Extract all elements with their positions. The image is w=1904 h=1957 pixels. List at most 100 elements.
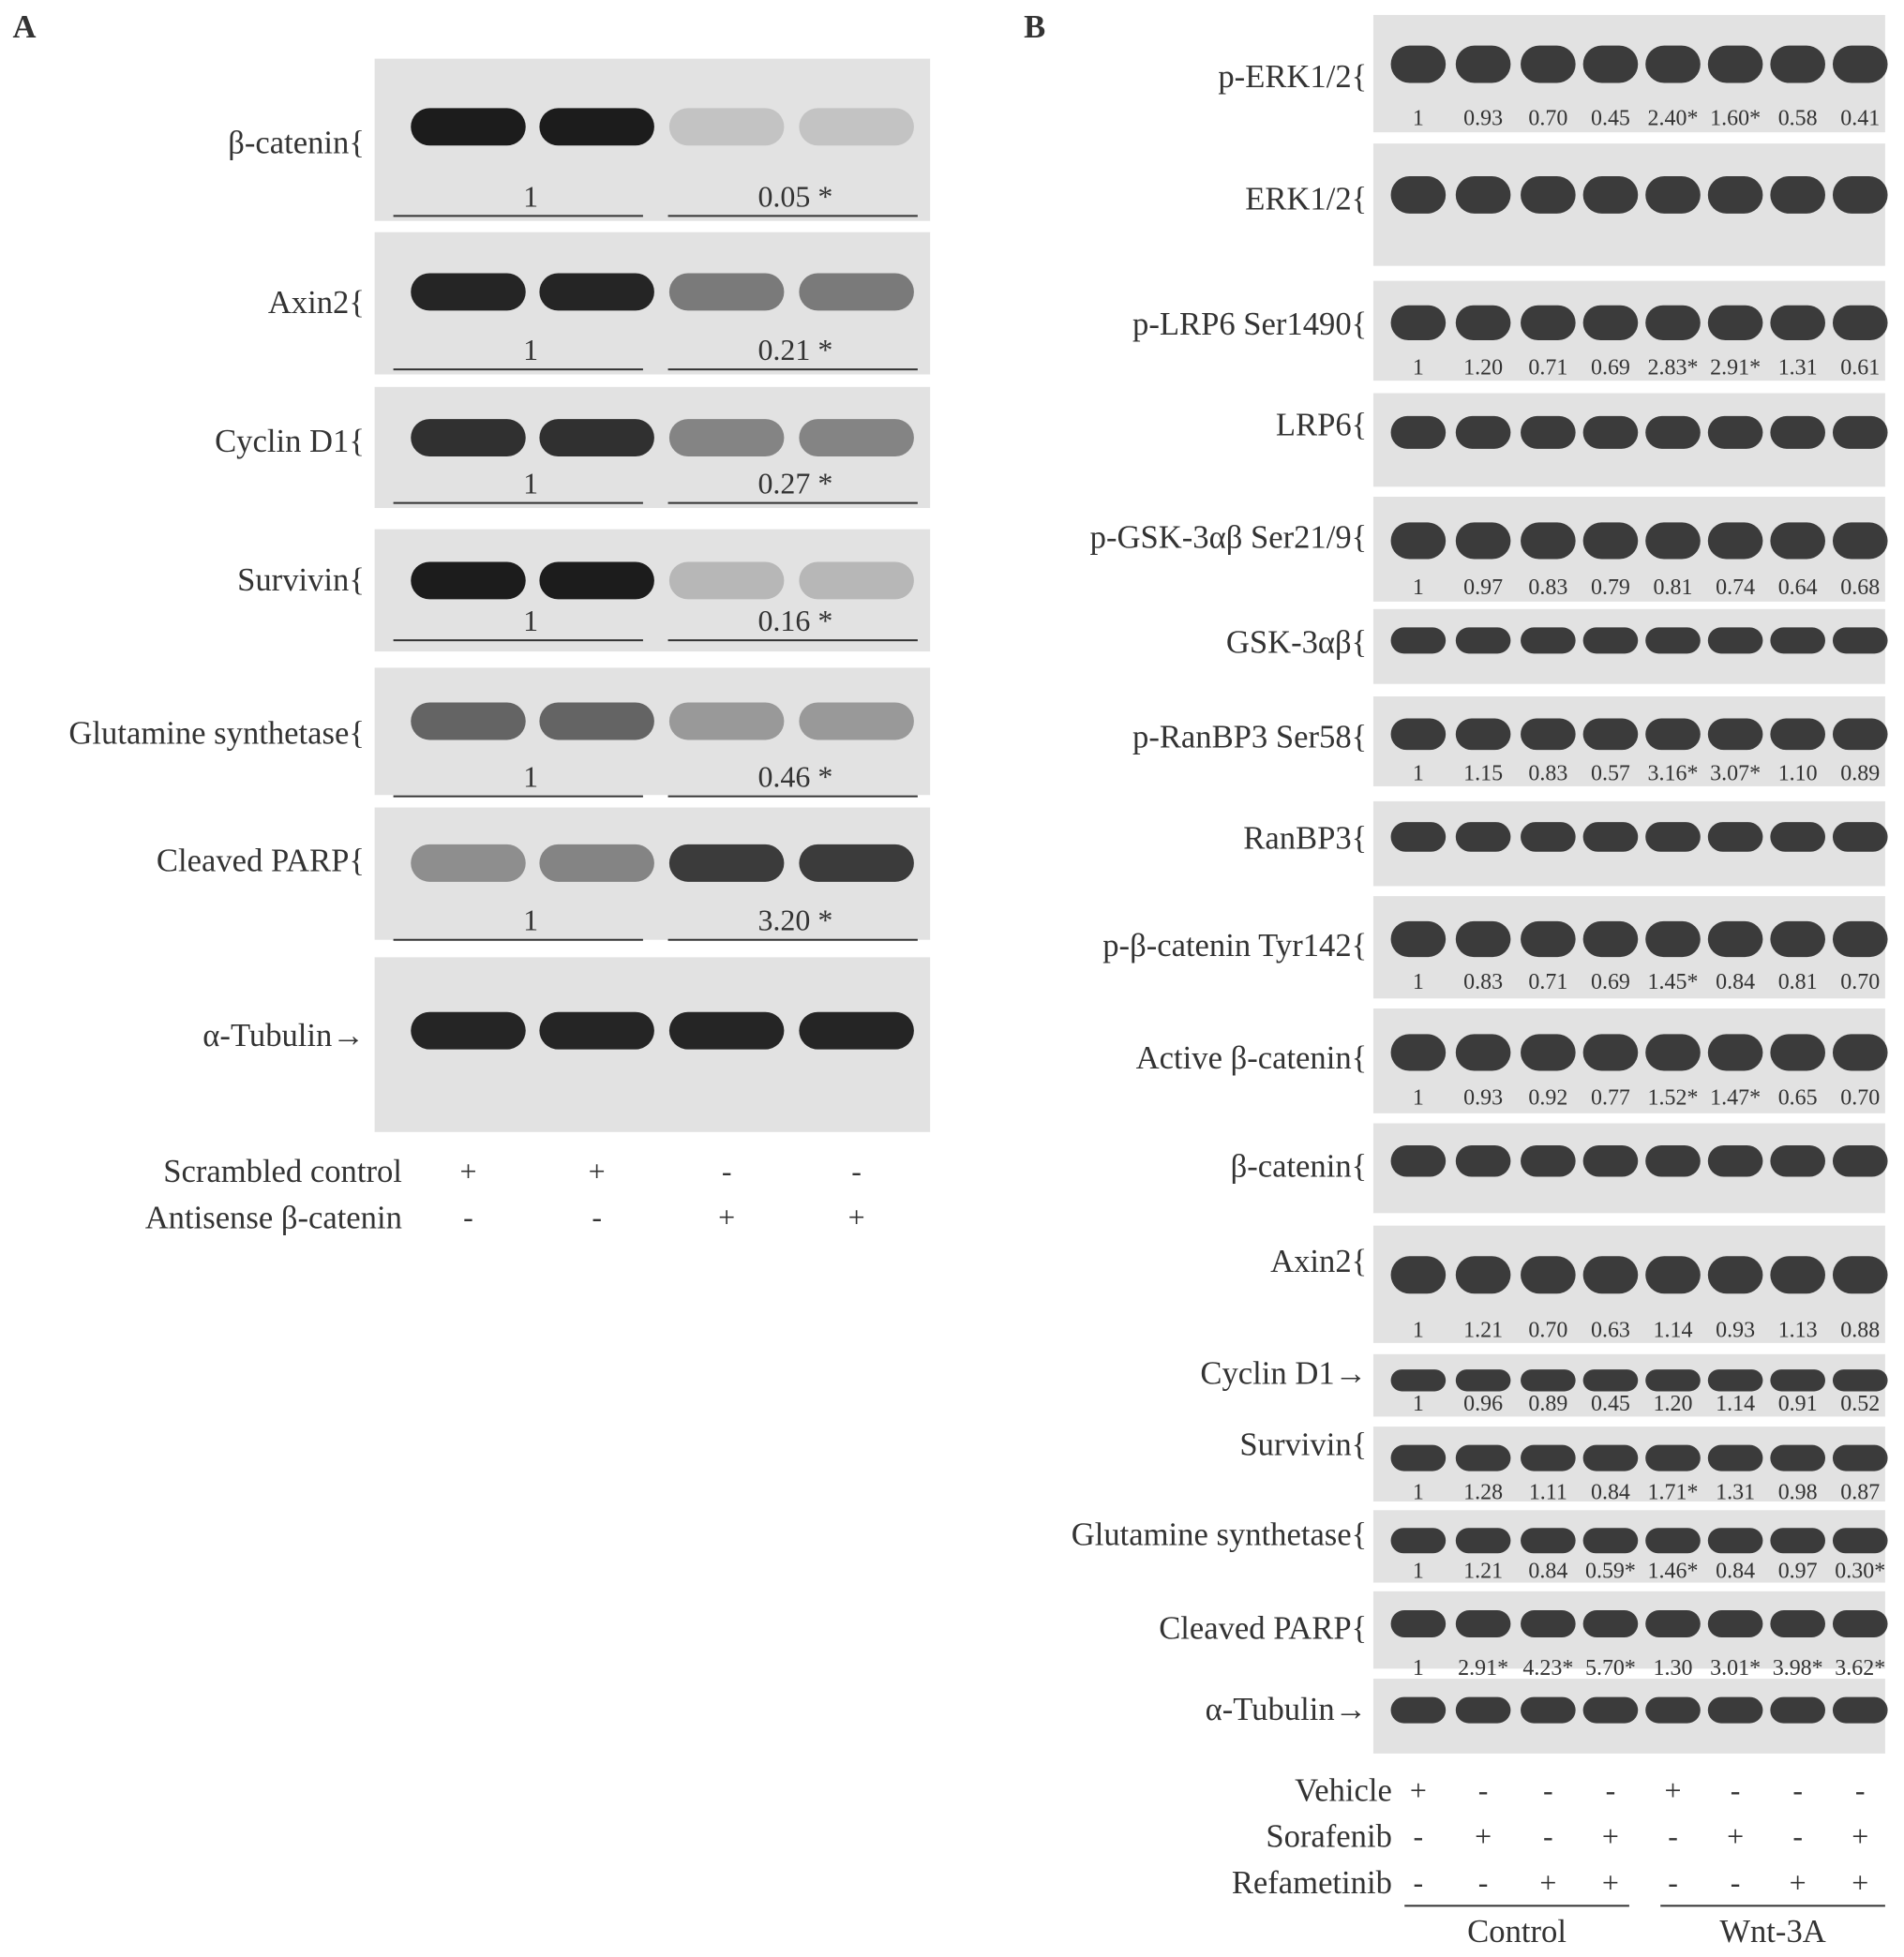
band	[1455, 822, 1511, 852]
quantification: 0.87	[1840, 1480, 1880, 1504]
quantification: 0.84	[1716, 1559, 1755, 1583]
band	[1582, 175, 1639, 214]
band	[1832, 1034, 1888, 1071]
condition-sign: +	[1727, 1820, 1744, 1853]
quantification: 0.84	[1716, 970, 1755, 994]
quantification: 0.70	[1528, 1318, 1567, 1342]
quantification: 1	[1413, 575, 1424, 600]
band	[1521, 1696, 1576, 1724]
band	[1707, 522, 1763, 560]
quantification: 3.20 *	[757, 904, 832, 937]
blot-label: Cyclin D1→	[1200, 1356, 1367, 1392]
quantification: 1.71*	[1648, 1480, 1699, 1504]
quantification: 0.16 *	[757, 605, 832, 637]
condition-sign: +	[1852, 1820, 1868, 1853]
quantification: 1.10	[1778, 761, 1818, 785]
band	[1582, 822, 1639, 852]
condition-sign: -	[851, 1155, 862, 1188]
band	[1521, 1444, 1576, 1471]
quantification: 1	[1413, 1480, 1424, 1504]
quantification: 1.15	[1463, 761, 1503, 785]
band	[1455, 415, 1511, 449]
blot-label: ERK1/2{	[1245, 182, 1367, 217]
quantification: 3.01*	[1710, 1656, 1761, 1681]
quantification: 0.83	[1528, 575, 1567, 600]
band	[1645, 1696, 1701, 1724]
band	[1645, 1034, 1701, 1071]
band	[799, 844, 914, 882]
quantification: 1.60*	[1710, 106, 1761, 130]
quantification: 0.61	[1840, 356, 1880, 381]
quantification: 0.98	[1778, 1480, 1818, 1504]
band	[799, 273, 914, 311]
band	[1455, 1369, 1511, 1392]
band	[1832, 305, 1888, 341]
condition-sign: -	[1543, 1820, 1553, 1853]
quantification: 1	[1413, 356, 1424, 381]
band	[1832, 1369, 1888, 1392]
band	[411, 561, 526, 600]
condition-sign: -	[1731, 1774, 1741, 1807]
band	[1521, 822, 1576, 852]
condition-label: Refametinib	[1232, 1865, 1392, 1901]
quantification: 1	[1413, 970, 1424, 994]
band	[1455, 1610, 1511, 1637]
blot-label: Cleaved PARP{	[157, 843, 365, 878]
band	[668, 419, 785, 457]
band	[1521, 305, 1576, 341]
blot-label: LRP6{	[1276, 408, 1367, 443]
condition-sign: -	[1478, 1866, 1489, 1899]
band	[1645, 1144, 1701, 1177]
condition-label: Antisense β-catenin	[145, 1200, 402, 1235]
condition-sign: -	[1731, 1866, 1741, 1899]
band	[1390, 305, 1447, 341]
band	[1707, 1256, 1763, 1294]
band	[1521, 1034, 1576, 1071]
band	[1390, 822, 1447, 852]
band	[1521, 1256, 1576, 1294]
band	[1707, 1444, 1763, 1471]
band	[1832, 822, 1888, 852]
band	[411, 702, 526, 740]
quantification: 0.59*	[1585, 1559, 1636, 1583]
band	[668, 561, 785, 600]
band	[1521, 920, 1576, 958]
band	[1582, 1034, 1639, 1071]
condition-sign: +	[1602, 1866, 1619, 1899]
quantification: 1.21	[1463, 1318, 1503, 1342]
blot-label: Cleaved PARP{	[1159, 1610, 1367, 1646]
band	[1390, 522, 1447, 560]
quantification: 1	[523, 761, 538, 794]
band	[1455, 718, 1511, 751]
blot-label: Glutamine synthetase{	[68, 716, 365, 752]
band	[1455, 1144, 1511, 1177]
quantification: 0.79	[1591, 575, 1630, 600]
quantification: 0.84	[1528, 1559, 1567, 1583]
quantification: 1.20	[1463, 356, 1503, 381]
band	[1455, 1528, 1511, 1554]
band	[799, 561, 914, 600]
condition-label: Vehicle	[1295, 1772, 1392, 1808]
band	[1455, 305, 1511, 341]
condition-sign: -	[1792, 1820, 1803, 1853]
blot-label: α-Tubulin→	[1206, 1692, 1368, 1727]
band	[1582, 45, 1639, 83]
band	[1832, 522, 1888, 560]
blot-label: α-Tubulin→	[202, 1018, 365, 1053]
band	[1770, 1528, 1825, 1554]
quantification: 0.70	[1840, 1086, 1880, 1111]
quantification: 0.89	[1840, 761, 1880, 785]
quantification: 0.91	[1778, 1392, 1818, 1416]
group-label: Wnt-3A	[1719, 1914, 1825, 1950]
band	[1521, 522, 1576, 560]
band	[1521, 45, 1576, 83]
band	[539, 561, 654, 600]
band	[1390, 175, 1447, 214]
quantification: 0.93	[1463, 1086, 1503, 1111]
band	[1582, 718, 1639, 751]
condition-sign: -	[1792, 1774, 1803, 1807]
band	[1770, 1696, 1825, 1724]
condition-sign: -	[1414, 1820, 1424, 1853]
quantification: 1	[1413, 1392, 1424, 1416]
condition-sign: -	[592, 1202, 602, 1234]
